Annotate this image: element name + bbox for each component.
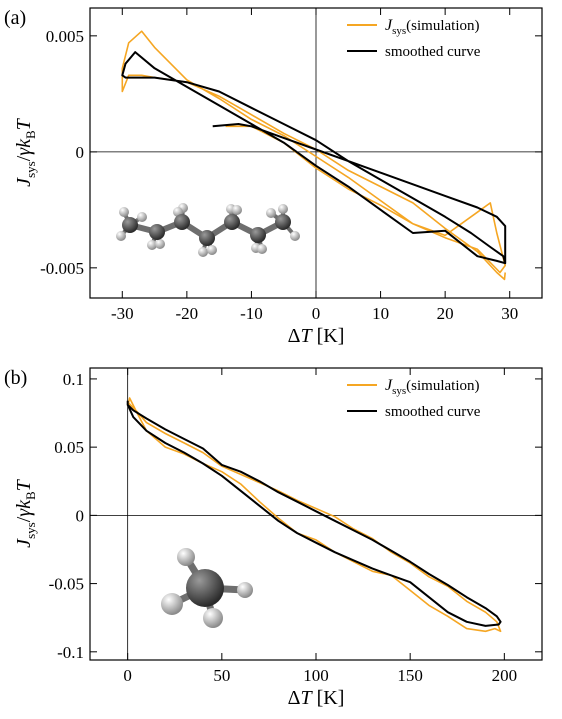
- carbon-atom: [275, 214, 291, 230]
- x-tick-label: 0: [312, 304, 321, 323]
- hydrogen-atom: [237, 582, 253, 598]
- carbon-atom: [149, 224, 165, 240]
- x-tick-label: -30: [111, 304, 134, 323]
- legend-label-smoothed: smoothed curve: [385, 44, 481, 60]
- hydrogen-atom: [203, 608, 223, 628]
- hydrogen-atom: [232, 205, 242, 215]
- hydrogen-atom: [119, 207, 129, 217]
- x-tick-label: 20: [437, 304, 454, 323]
- y-tick-label: 0.05: [54, 438, 84, 457]
- hydrogen-atom: [137, 212, 147, 222]
- legend-label-smoothed: smoothed curve: [385, 404, 481, 420]
- carbon-atom: [250, 227, 266, 243]
- x-axis-label: ΔT [K]: [288, 687, 345, 709]
- y-tick-label: -0.1: [57, 643, 84, 662]
- y-tick-label: 0: [76, 506, 85, 525]
- smoothed-series-line: [126, 400, 502, 627]
- legend: Jsys(simulation) smoothed curve: [347, 17, 481, 60]
- carbon-atom: [224, 214, 240, 230]
- panel-a: -30 -20 -10 0 10 20 30 0.005 0 -0.005 (a) ΔT [K] Jsy…: [4, 7, 543, 347]
- panel-b: 0 50 100 150 200 0.1 0.05 0 -0.05 -0.1 (b) ΔT [K] Js…: [4, 367, 543, 709]
- hydrogen-atom: [161, 593, 183, 615]
- carbon-atom: [186, 569, 224, 607]
- y-tick-label: 0: [76, 143, 85, 162]
- x-tick-label: 200: [492, 666, 518, 685]
- x-tick-label: -20: [176, 304, 199, 323]
- hydrogen-atom: [207, 245, 217, 255]
- y-axis-label: Jsys/γkBT: [13, 117, 38, 187]
- y-tick-label: -0.05: [49, 575, 84, 594]
- x-tick-label: 0: [123, 666, 132, 685]
- methane-molecule-image: [161, 548, 253, 628]
- x-tick-label: -10: [240, 304, 263, 323]
- panel-label: (a): [4, 7, 26, 29]
- x-tick-label: 30: [501, 304, 518, 323]
- legend: Jsys(simulation) smoothed curve: [347, 377, 481, 420]
- carbon-atom: [199, 230, 215, 246]
- hexane-molecule-image: [116, 203, 300, 257]
- legend-label-simulation: Jsys(simulation): [385, 17, 480, 37]
- y-tick-label: -0.005: [40, 259, 84, 278]
- x-tick-label: 10: [372, 304, 389, 323]
- legend-label-simulation: Jsys(simulation): [385, 377, 480, 397]
- carbon-atom: [122, 217, 138, 233]
- y-tick-label: 0.005: [46, 27, 84, 46]
- y-tick-label: 0.1: [63, 370, 84, 389]
- carbon-atom: [174, 214, 190, 230]
- hydrogen-atom: [147, 240, 157, 250]
- panel-label: (b): [4, 367, 27, 389]
- x-tick-label: 100: [303, 666, 329, 685]
- simulation-series-line: [126, 397, 502, 633]
- hydrogen-atom: [198, 247, 208, 257]
- hydrogen-atom: [266, 208, 276, 218]
- hydrogen-atom: [278, 204, 288, 214]
- hydrogen-atom: [177, 548, 195, 566]
- simulation-series-line: [121, 30, 507, 281]
- y-axis-label: Jsys/γkBT: [13, 478, 38, 548]
- x-tick-label: 150: [397, 666, 423, 685]
- smoothed-series-line: [121, 51, 507, 265]
- hydrogen-atom: [116, 231, 126, 241]
- x-axis-label: ΔT [K]: [288, 325, 345, 347]
- x-tick-label: 50: [213, 666, 230, 685]
- hydrogen-atom: [155, 239, 165, 249]
- hydrogen-atom: [257, 244, 267, 254]
- hydrogen-atom: [290, 231, 300, 241]
